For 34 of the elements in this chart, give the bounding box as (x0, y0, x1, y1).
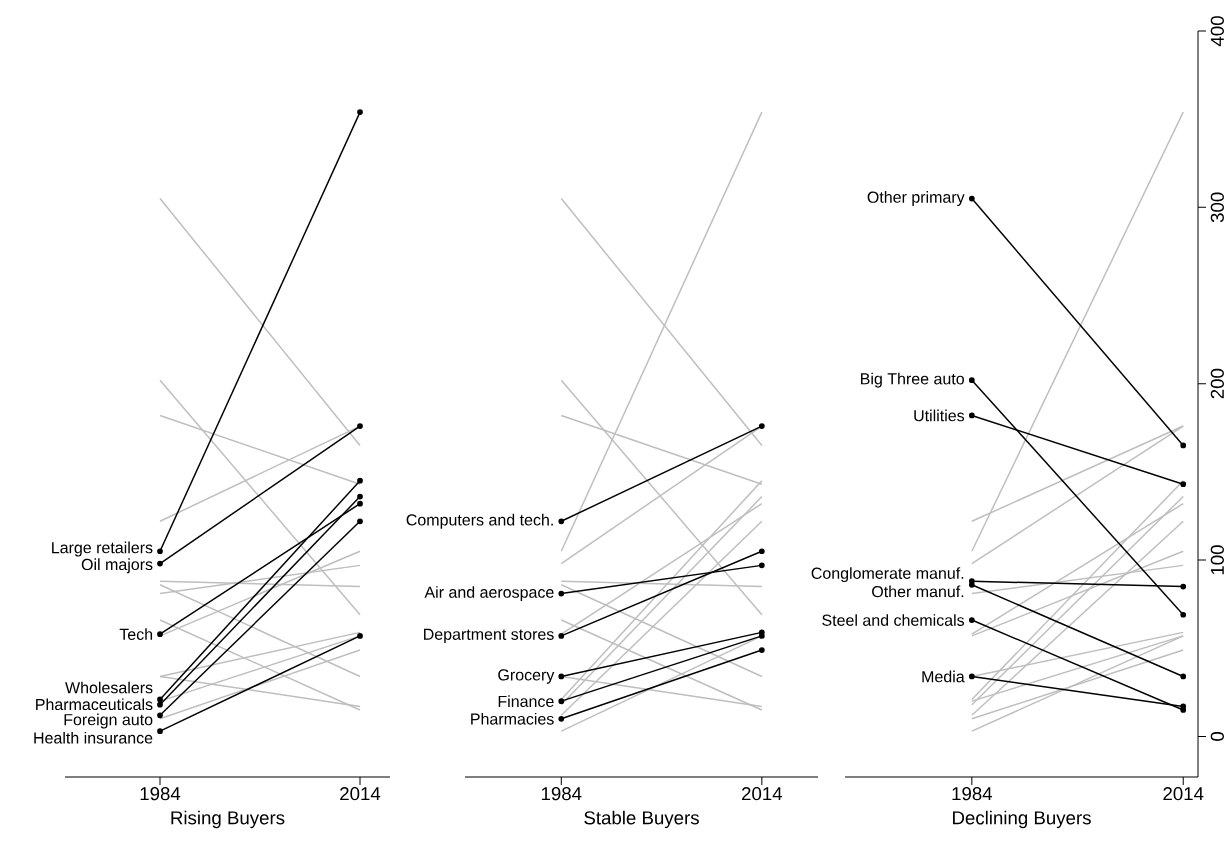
series-label: Tech (119, 628, 153, 641)
x-tick-label: 1984 (952, 787, 993, 801)
y-tick-label: 100 (1210, 545, 1224, 575)
series-label: Media (922, 670, 965, 683)
series-label: Conglomerate manuf. (811, 567, 964, 583)
series-label: Pharmacies (471, 712, 554, 725)
y-tick-label: 200 (1210, 368, 1224, 399)
series-label: Steel and chemicals (822, 614, 965, 626)
series-label: Health insurance (34, 731, 153, 744)
series-label: Wholesalers (65, 681, 153, 694)
x-tick-label: 2014 (742, 787, 783, 801)
series-label: Other manuf. (872, 585, 964, 598)
series-label: Air and aerospace (424, 586, 554, 602)
series-label: Oil majors (81, 558, 153, 574)
series-label: Computers and tech. (406, 513, 553, 529)
series-label: Foreign auto (64, 713, 153, 729)
x-tick-label: 1984 (140, 787, 181, 801)
series-label: Utilities (914, 409, 965, 422)
x-tick-label: 2014 (1163, 787, 1204, 801)
series-label: Big Three auto (861, 372, 964, 388)
x-axis-title: Declining Buyers (953, 810, 1091, 829)
x-axis-title: Stable Buyers (584, 810, 699, 829)
x-axis-title: Rising Buyers (171, 810, 285, 829)
y-tick-label: 0 (1210, 731, 1224, 741)
x-tick-label: 2014 (340, 787, 381, 801)
y-tick-label: 400 (1210, 16, 1224, 47)
y-tick-label: 300 (1210, 192, 1224, 223)
series-label: Department stores (424, 628, 554, 644)
series-label: Large retailers (52, 541, 153, 557)
x-tick-label: 1984 (541, 787, 582, 801)
series-label: Other primary (867, 191, 965, 206)
series-label: Pharmaceuticals (36, 698, 153, 711)
series-label: Finance (498, 695, 554, 708)
series-label: Grocery (498, 669, 555, 684)
